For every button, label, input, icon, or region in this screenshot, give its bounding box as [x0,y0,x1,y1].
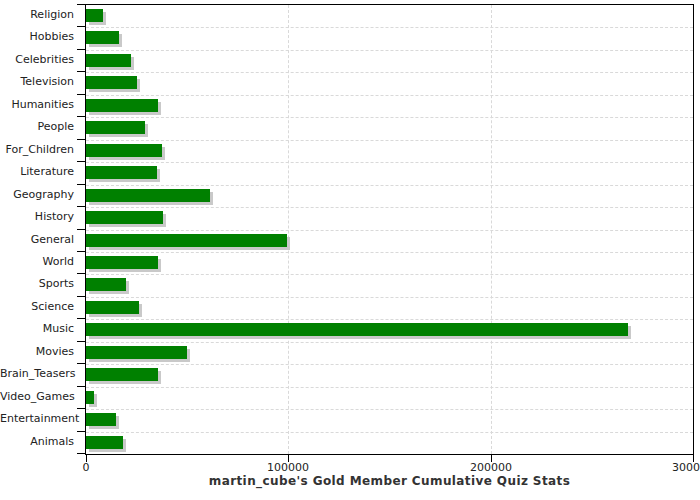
category-label: Religion [0,4,74,26]
category-label: Brain_Teasers [0,363,74,385]
quiz-stats-bar-chart: ReligionHobbiesCelebritiesTelevisionHuma… [0,0,700,500]
bar [86,346,187,359]
bar [86,413,116,426]
h-gridline [86,185,693,186]
category-label: Literature [0,161,74,183]
y-tick [77,49,85,50]
y-tick [77,94,85,95]
y-tick [77,431,85,432]
bar [86,144,162,157]
bar [86,234,287,247]
bar [86,323,628,336]
y-tick [77,4,85,5]
plot-area [85,4,694,455]
y-tick [77,453,85,454]
bar [86,31,119,44]
category-label: Entertainment [0,408,74,430]
bar [86,99,158,112]
y-tick [77,229,85,230]
category-label: Television [0,71,74,93]
y-tick [77,386,85,387]
bar [86,54,131,67]
bar [86,121,145,134]
h-gridline [86,117,693,118]
category-label: Humanities [0,94,74,116]
h-gridline [86,409,693,410]
y-tick [77,363,85,364]
category-label: Video_Games [0,386,74,408]
category-label: Music [0,318,74,340]
h-gridline [86,207,693,208]
h-gridline [86,50,693,51]
x-tick-label: 0 [83,461,90,474]
h-gridline [86,72,693,73]
category-label: World [0,251,74,273]
y-tick [77,318,85,319]
category-label: People [0,116,74,138]
category-label: General [0,229,74,251]
h-gridline [86,319,693,320]
y-tick [77,161,85,162]
h-gridline [86,230,693,231]
bar [86,256,158,269]
h-gridline [86,432,693,433]
bar [86,166,157,179]
x-tick-label: 100000 [267,461,309,474]
bar [86,278,126,291]
category-label: Celebrities [0,49,74,71]
category-label: Animals [0,431,74,453]
h-gridline [86,342,693,343]
x-tick-label: 300000 [672,461,700,474]
y-tick [77,408,85,409]
chart-title: martin_cube's Gold Member Cumulative Qui… [85,474,694,488]
h-gridline [86,364,693,365]
y-tick [77,184,85,185]
bar [86,391,94,404]
bar [86,368,158,381]
category-label: Science [0,296,74,318]
category-label: History [0,206,74,228]
h-gridline [86,27,693,28]
y-tick [77,116,85,117]
x-tick-label: 200000 [470,461,512,474]
h-gridline [86,162,693,163]
category-label: Sports [0,273,74,295]
y-tick [77,341,85,342]
y-tick [77,273,85,274]
y-tick [77,296,85,297]
h-gridline [86,387,693,388]
y-tick [77,71,85,72]
y-tick [77,206,85,207]
category-label: For_Children [0,139,74,161]
h-gridline [86,252,693,253]
bar [86,301,139,314]
bar [86,436,123,449]
h-gridline [86,140,693,141]
y-tick [77,139,85,140]
y-tick [77,26,85,27]
h-gridline [86,297,693,298]
category-label: Hobbies [0,26,74,48]
bar [86,9,103,22]
h-gridline [86,274,693,275]
category-label: Geography [0,184,74,206]
bar [86,76,137,89]
bar [86,189,210,202]
h-gridline [86,95,693,96]
category-label: Movies [0,341,74,363]
y-tick [77,251,85,252]
bar [86,211,163,224]
